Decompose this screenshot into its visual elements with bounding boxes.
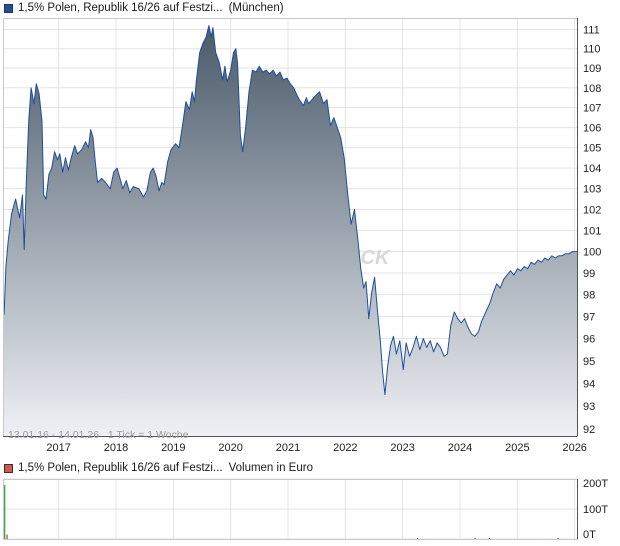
volume-bar (557, 538, 559, 539)
volume-bar (488, 538, 490, 539)
price-y-tick-label: 103 (583, 184, 601, 196)
price-y-tick-label: 107 (583, 103, 601, 115)
price-y-tick-label: 98 (583, 290, 595, 302)
price-chart: CK 92 93 94 95 96 97 98 99 100 101 102 103 104 105 106… (3, 18, 601, 454)
price-x-tick-label: 2022 (333, 442, 357, 454)
price-x-tick-label: 2019 (161, 442, 185, 454)
price-x-tick-label: 2018 (104, 442, 128, 454)
price-x-axis: 2017 2018 2019 2020 2021 2022 2023 2024 2025 2026 (46, 442, 587, 454)
price-y-tick-label: 106 (583, 123, 601, 135)
price-y-tick-label: 105 (583, 143, 601, 155)
price-series-line (3, 25, 577, 396)
price-y-tick-label: 104 (583, 163, 601, 175)
price-legend: 1,5% Polen, Republik 16/26 auf Festzi...… (0, 0, 284, 16)
price-x-tick-label: 2026 (562, 442, 586, 454)
price-x-tick-label: 2024 (448, 442, 472, 454)
price-y-tick-label: 96 (583, 333, 595, 345)
price-series-swatch (4, 3, 13, 13)
price-y-tick-label: 99 (583, 268, 595, 280)
price-x-tick-label: 2021 (276, 442, 300, 454)
price-y-tick-label: 109 (583, 63, 601, 75)
volume-y-tick-label: 100T (583, 504, 608, 516)
volume-y-tick-label: 0T (583, 529, 596, 541)
price-y-tick-label: 94 (583, 378, 595, 390)
price-y-axis: 92 93 94 95 96 97 98 99 100 101 102 103 104 105 106 107… (583, 24, 601, 436)
price-x-tick-label: 2020 (218, 442, 242, 454)
volume-bar (6, 534, 8, 539)
price-y-tick-label: 95 (583, 356, 595, 368)
date-range-info: 13.01.16 - 14.01.26 1 Tick = 1 Woche (8, 429, 189, 441)
volume-legend: 1,5% Polen, Republik 16/26 auf Festzi...… (0, 460, 313, 476)
price-y-tick-label: 108 (583, 83, 601, 95)
price-y-tick-label: 101 (583, 225, 601, 237)
price-y-tick-label: 100 (583, 247, 601, 259)
volume-legend-unit: Volumen in Euro (228, 462, 313, 474)
price-y-tick-label: 110 (583, 44, 601, 56)
price-y-tick-label: 97 (583, 311, 595, 323)
watermark: CK (361, 247, 391, 269)
price-area-fill (3, 25, 577, 436)
price-y-tick-label: 93 (583, 401, 595, 413)
volume-bar (417, 538, 419, 539)
price-legend-venue: (München) (228, 2, 284, 14)
price-y-tick-label: 102 (583, 204, 601, 216)
volume-bar (474, 537, 476, 539)
price-legend-name: 1,5% Polen, Republik 16/26 auf Festzi... (18, 2, 223, 14)
volume-legend-name: 1,5% Polen, Republik 16/26 auf Festzi... (18, 462, 223, 474)
price-x-tick-label: 2023 (390, 442, 414, 454)
volume-y-tick-label: 200T (583, 478, 608, 490)
price-x-tick-label: 2017 (46, 442, 70, 454)
volume-bar (4, 485, 6, 539)
volume-chart: 0T 100T 200T (3, 478, 608, 541)
volume-y-axis: 0T 100T 200T (583, 478, 608, 541)
volume-grid (3, 478, 577, 540)
price-y-tick-label: 111 (583, 24, 600, 36)
price-x-tick-label: 2025 (505, 442, 529, 454)
volume-series-swatch (4, 463, 13, 473)
price-y-tick-label: 92 (583, 424, 595, 436)
